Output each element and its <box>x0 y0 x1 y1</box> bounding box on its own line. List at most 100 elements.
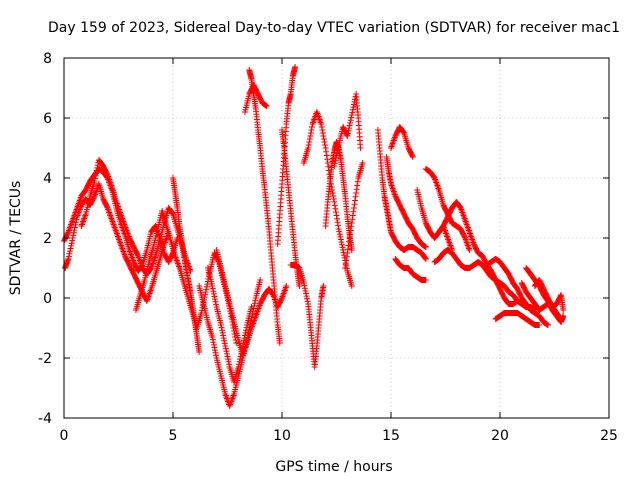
data-point <box>91 178 98 184</box>
data-point <box>217 322 224 328</box>
data-point <box>340 247 347 253</box>
data-point <box>350 205 357 211</box>
data-point <box>349 216 356 223</box>
data-point <box>338 241 345 248</box>
data-point <box>203 286 210 293</box>
data-point <box>347 119 354 126</box>
data-point <box>343 257 350 264</box>
data-point <box>237 356 244 363</box>
data-point <box>319 130 326 136</box>
data-point <box>347 117 354 124</box>
data-point <box>344 250 351 256</box>
data-point <box>221 337 228 344</box>
data-point <box>409 154 416 160</box>
data-point <box>336 228 343 235</box>
data-point <box>220 335 227 342</box>
data-point <box>196 349 203 355</box>
tick-labels: 0 5 10 15 20 25 -4 -2 0 2 4 6 8 <box>38 51 618 444</box>
data-point <box>348 223 355 230</box>
data-point <box>353 186 360 193</box>
data-point <box>347 231 354 238</box>
y-tick-label: -4 <box>38 411 52 427</box>
data-point <box>70 232 77 239</box>
data-point <box>346 235 353 241</box>
data-point <box>304 295 311 302</box>
data-point <box>263 103 270 109</box>
data-point <box>69 237 76 244</box>
x-tick-label: 5 <box>169 428 178 444</box>
data-point <box>211 344 218 351</box>
data-point <box>211 296 218 303</box>
data-point <box>560 313 567 319</box>
data-point <box>219 327 226 334</box>
data-point <box>283 283 290 289</box>
data-point <box>302 287 309 294</box>
y-tick-label: 4 <box>43 171 52 187</box>
data-point <box>350 104 357 111</box>
x-tick-label: 15 <box>382 428 400 444</box>
data-point <box>213 352 220 359</box>
data-point <box>66 248 73 255</box>
data-point <box>350 208 357 215</box>
data-point <box>304 298 311 305</box>
data-point <box>345 242 352 249</box>
data-point <box>344 133 351 139</box>
data-point <box>544 322 551 328</box>
data-point <box>332 205 339 212</box>
data-point <box>276 340 283 346</box>
data-point <box>332 157 339 164</box>
data-point <box>209 283 216 289</box>
data-point <box>64 230 71 237</box>
data-point <box>557 293 564 300</box>
data-point <box>337 233 344 240</box>
data-point <box>359 160 366 166</box>
data-point <box>213 301 220 308</box>
data-point <box>66 250 73 257</box>
data-point <box>354 178 361 185</box>
data-point <box>331 163 338 169</box>
data-point <box>335 226 342 232</box>
data-point <box>307 130 314 136</box>
data-point <box>278 296 285 303</box>
data-point <box>93 167 100 174</box>
data-point <box>331 160 338 167</box>
data-point <box>330 196 337 202</box>
data-point <box>225 358 232 365</box>
x-tick-label: 20 <box>491 428 509 444</box>
data-point <box>339 244 346 251</box>
data-point <box>220 332 227 339</box>
data-point <box>211 293 218 300</box>
data-point <box>169 210 176 217</box>
data-point <box>319 127 326 133</box>
data-point <box>71 224 78 231</box>
y-tick-label: 2 <box>43 231 52 247</box>
data-point <box>466 247 473 253</box>
data-point <box>305 142 312 148</box>
data-point <box>422 255 429 262</box>
data-point <box>221 340 228 347</box>
data-point <box>352 197 359 204</box>
data-point <box>68 242 75 249</box>
data-point <box>241 335 248 342</box>
x-tick-label: 0 <box>60 428 69 444</box>
data-point <box>346 125 353 132</box>
data-point <box>318 124 325 130</box>
data-point <box>209 336 216 343</box>
data-point <box>329 190 336 196</box>
data-point <box>354 182 361 189</box>
data-point <box>324 156 331 163</box>
data-point <box>334 147 341 154</box>
x-tick-label: 10 <box>273 428 291 444</box>
data-point <box>211 347 218 354</box>
data-point <box>322 142 329 148</box>
data-point <box>224 353 231 360</box>
data-point <box>331 202 338 209</box>
data-point <box>306 136 313 142</box>
data-point <box>222 345 229 352</box>
data-point <box>94 164 101 171</box>
data-point <box>210 339 217 346</box>
data-point <box>235 364 242 370</box>
data-point <box>72 219 79 226</box>
